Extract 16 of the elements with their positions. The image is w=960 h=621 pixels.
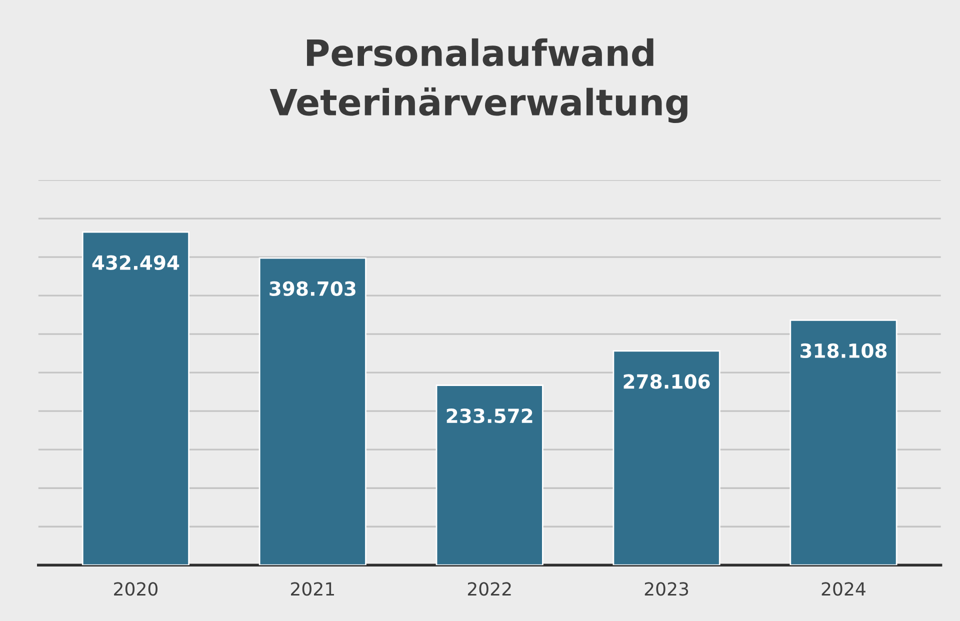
bar — [612, 350, 720, 566]
x-tick-label: 2021 — [291, 582, 334, 596]
data-label: 318.108 — [800, 343, 887, 358]
x-tick-label: 2024 — [822, 582, 866, 596]
bar — [82, 231, 190, 566]
data-label: 398.703 — [270, 281, 356, 296]
chart-title: Personalaufwand Veterinärverwaltung — [270, 38, 688, 124]
data-label: 278.106 — [624, 374, 710, 389]
x-tick-label: 2022 — [468, 582, 511, 596]
x-tick-label: 2020 — [114, 582, 158, 596]
bar — [258, 257, 366, 566]
bar — [436, 384, 544, 566]
x-tick-label: 2023 — [644, 582, 688, 596]
bar — [790, 319, 898, 566]
data-label: 432.494 — [92, 255, 180, 270]
data-label: 233.572 — [446, 408, 532, 424]
